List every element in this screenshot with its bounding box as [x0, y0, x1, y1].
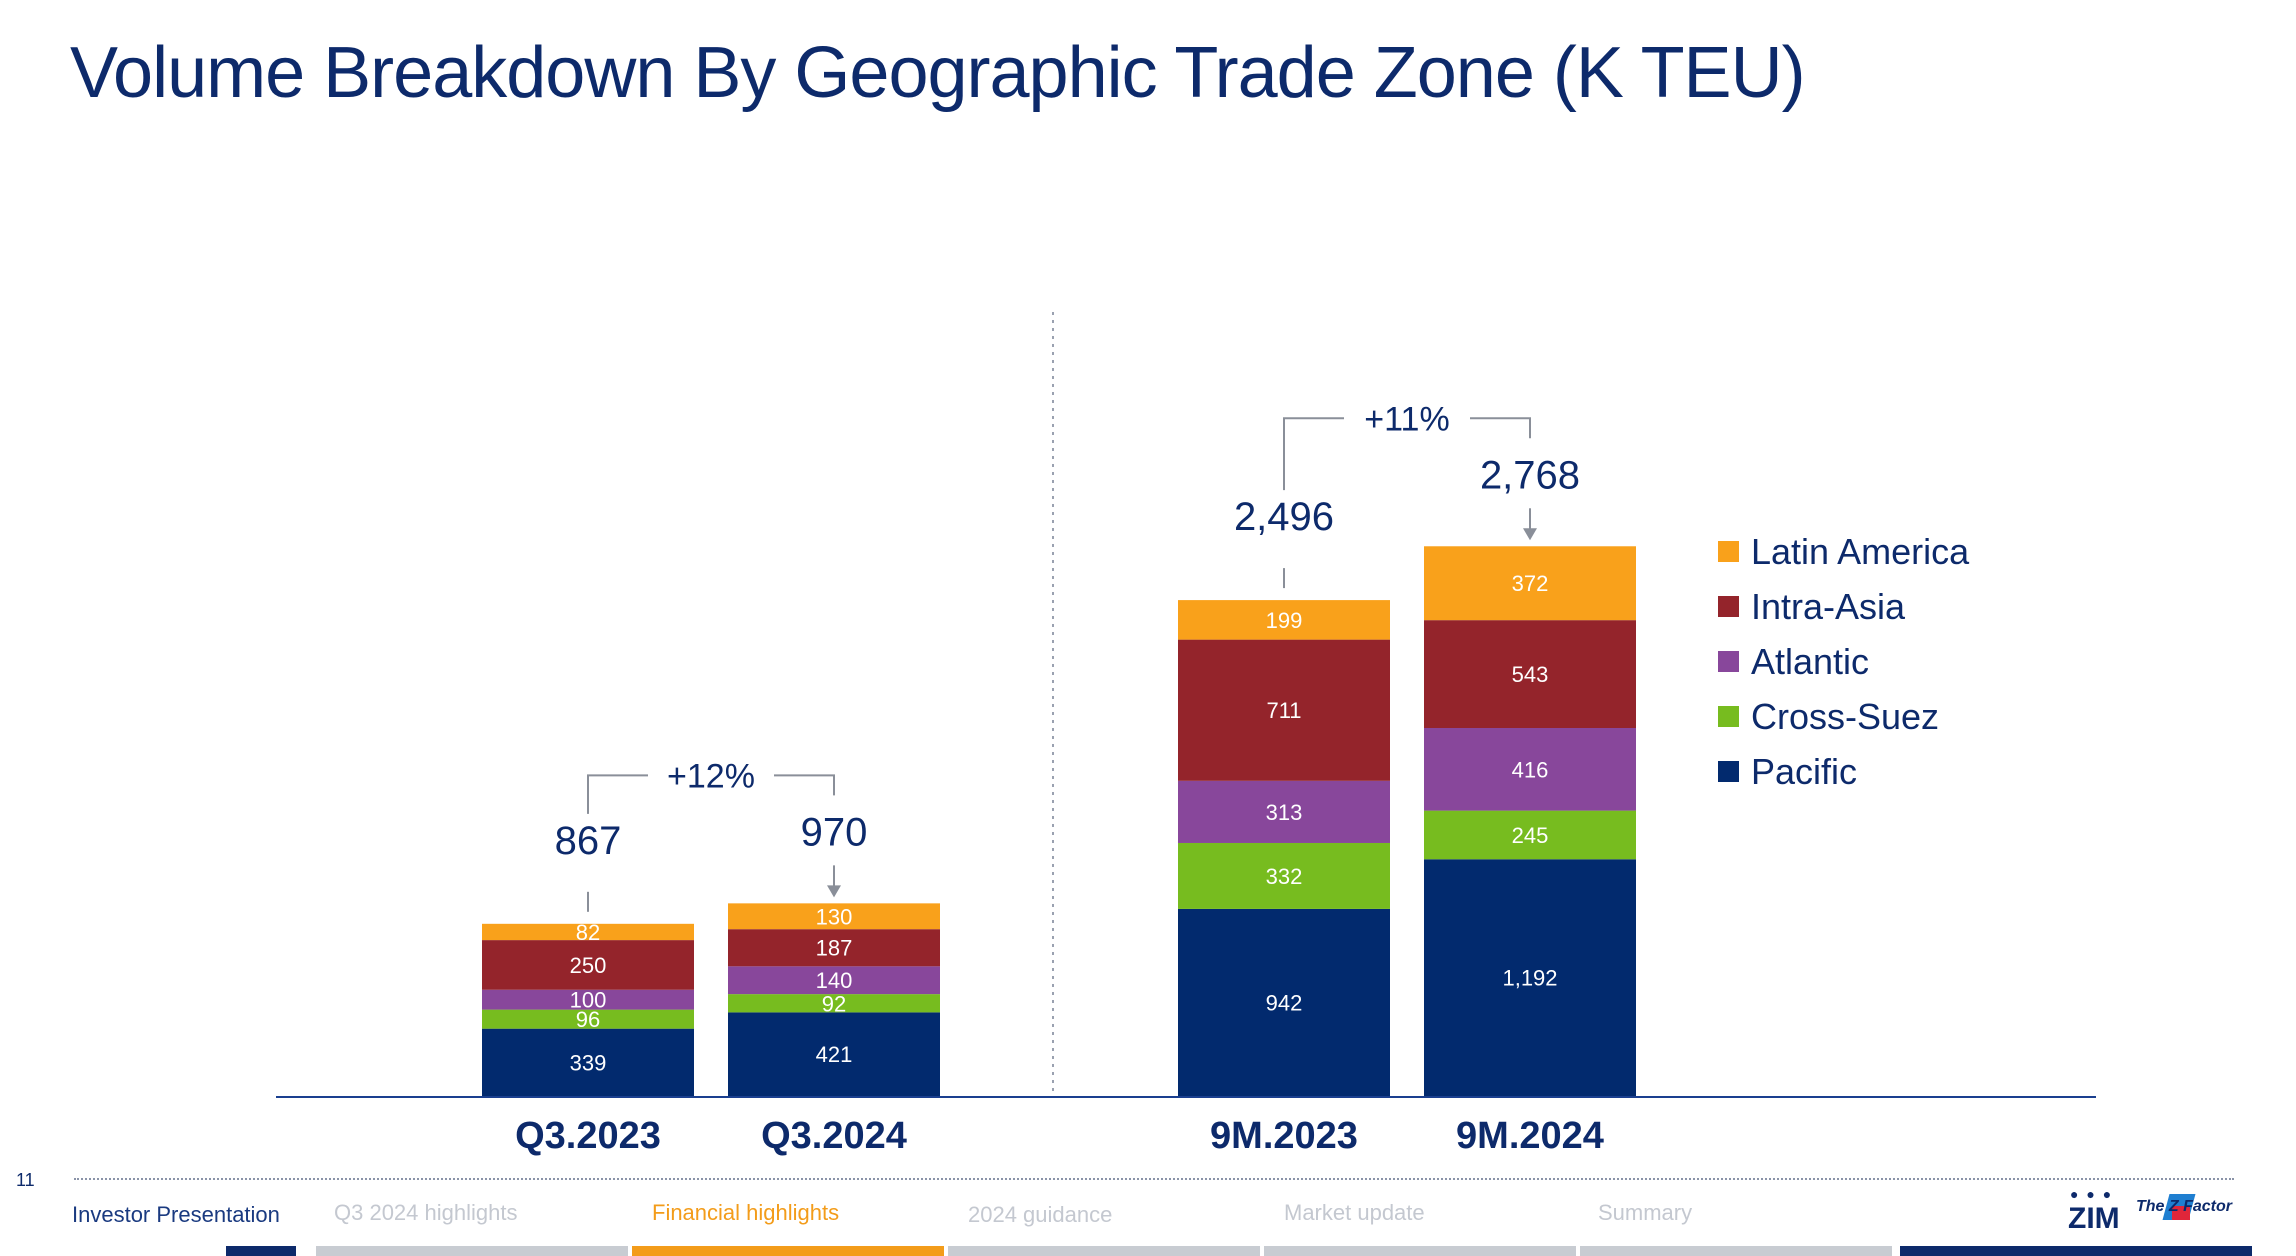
category-label: Q3.2023 — [515, 1115, 661, 1157]
legend-item-latin-america: Latin America — [1718, 524, 1969, 579]
footer-bar-financial-highlights — [632, 1246, 944, 1256]
total-label: 2,768 — [1480, 453, 1580, 497]
growth-bracket-right — [774, 774, 835, 796]
nav-item-guidance[interactable]: 2024 guidance — [968, 1202, 1113, 1227]
segment-value-label: 421 — [816, 1042, 853, 1067]
category-label: 9M.2024 — [1456, 1115, 1604, 1157]
bar-segment-pacific — [1178, 908, 1390, 1096]
zim-logo: ● ● ● ZIM The Z Factor — [2068, 1184, 2268, 1235]
footer-bar-market-update — [1264, 1246, 1576, 1256]
footer-progress-bars — [0, 1246, 2296, 1256]
legend-label: Atlantic — [1751, 640, 1870, 682]
bar-segment-intra-asia — [482, 940, 694, 990]
bar-segment-intra-asia — [728, 929, 940, 967]
legend-item-pacific: Pacific — [1718, 744, 1969, 799]
growth-label: +11% — [1364, 400, 1449, 438]
growth-bracket-left — [1283, 417, 1344, 491]
bar-segment-atlantic — [482, 989, 694, 1010]
legend-swatch — [1718, 541, 1739, 562]
segment-value-label: 140 — [816, 968, 853, 993]
segment-value-label: 250 — [570, 953, 607, 978]
logo-tagline: The Z Factor — [2136, 1198, 2233, 1215]
segment-value-label: 96 — [576, 1007, 600, 1032]
legend-label: Intra-Asia — [1751, 585, 1906, 627]
footer-bar-guidance — [948, 1246, 1260, 1256]
footer-bar-summary — [1580, 1246, 1892, 1256]
segment-value-label: 543 — [1512, 662, 1549, 687]
segment-value-label: 372 — [1512, 571, 1549, 596]
legend-swatch — [1718, 761, 1739, 782]
growth-bracket-left — [587, 774, 648, 814]
total-label: 867 — [555, 819, 622, 863]
nav-item-financial-highlights[interactable]: Financial highlights — [652, 1200, 840, 1225]
bar-segment-latin-america — [1178, 600, 1390, 640]
legend-item-cross-suez: Cross-Suez — [1718, 689, 1969, 744]
nav-item-summary[interactable]: Summary — [1598, 1200, 1693, 1225]
annotation-layer — [276, 312, 2096, 1098]
footer-nav: Investor Presentation Q3 2024 highlights… — [0, 1196, 2296, 1232]
legend-item-atlantic: Atlantic — [1718, 634, 1969, 689]
segment-value-label: 187 — [816, 936, 853, 961]
bar-segment-cross-suez — [1424, 810, 1636, 860]
bar-segment-atlantic — [728, 966, 940, 995]
bar-segment-pacific — [482, 1028, 694, 1096]
segment-value-label: 82 — [576, 920, 600, 945]
footer-bar-q3-highlights — [316, 1246, 628, 1256]
segment-value-label: 339 — [570, 1050, 607, 1075]
page-number: 11 — [16, 1170, 35, 1190]
nav-item-investor-presentation[interactable]: Investor Presentation — [72, 1202, 280, 1227]
legend-swatch — [1718, 596, 1739, 617]
footer-bar-end — [1900, 1246, 2252, 1256]
page-title: Volume Breakdown By Geographic Trade Zon… — [70, 33, 1806, 113]
bar-segment-atlantic — [1178, 780, 1390, 843]
segment-value-label: 130 — [816, 904, 853, 929]
bar-segment-latin-america — [482, 923, 694, 941]
bar-segment-intra-asia — [1178, 639, 1390, 781]
growth-arrow-head — [1523, 528, 1537, 541]
legend-item-intra-asia: Intra-Asia — [1718, 579, 1969, 634]
bar-segment-cross-suez — [728, 994, 940, 1013]
logo-dots-icon: ● ● ● — [2070, 1186, 2114, 1202]
bar-segment-cross-suez — [482, 1009, 694, 1029]
bar-segment-pacific — [1424, 859, 1636, 1096]
segment-value-label: 416 — [1512, 757, 1549, 782]
nav-item-market-update[interactable]: Market update — [1284, 1200, 1425, 1225]
segment-value-label: 100 — [570, 988, 607, 1013]
growth-label: +12% — [667, 757, 755, 795]
bar-segment-latin-america — [1424, 546, 1636, 621]
segment-value-label: 92 — [822, 991, 846, 1016]
segment-value-label: 245 — [1512, 823, 1549, 848]
legend-swatch — [1718, 706, 1739, 727]
legend-swatch — [1718, 651, 1739, 672]
chart-legend: Latin America Intra-Asia Atlantic Cross-… — [1718, 524, 1969, 799]
growth-bracket-right — [1470, 417, 1531, 439]
nav-item-q3-highlights[interactable]: Q3 2024 highlights — [334, 1200, 518, 1225]
footer-divider — [74, 1178, 2234, 1180]
total-label: 2,496 — [1234, 495, 1334, 539]
legend-label: Cross-Suez — [1751, 695, 1940, 737]
segment-value-label: 711 — [1266, 698, 1301, 723]
bar-segment-cross-suez — [1178, 842, 1390, 909]
legend-label: Pacific — [1751, 750, 1858, 792]
segment-value-label: 1,192 — [1502, 966, 1557, 991]
total-label: 970 — [801, 810, 868, 854]
logo-wordmark: ZIM — [2068, 1202, 2120, 1235]
footer-bar-home — [226, 1246, 296, 1256]
legend-label: Latin America — [1751, 530, 1970, 572]
bar-segment-pacific — [728, 1012, 940, 1096]
bar-segment-intra-asia — [1424, 620, 1636, 728]
bars-layer — [482, 546, 1636, 1096]
bar-segment-atlantic — [1424, 727, 1636, 811]
growth-arrow-head — [827, 885, 841, 898]
category-label: Q3.2024 — [761, 1115, 907, 1157]
category-label: 9M.2023 — [1210, 1115, 1358, 1157]
segment-value-label: 332 — [1266, 864, 1303, 889]
bar-segment-latin-america — [728, 903, 940, 930]
z-factor-icon-accent — [2172, 1206, 2190, 1220]
segment-value-label: 199 — [1266, 608, 1303, 633]
segment-value-label: 942 — [1266, 990, 1303, 1015]
segment-value-label: 313 — [1266, 800, 1303, 825]
